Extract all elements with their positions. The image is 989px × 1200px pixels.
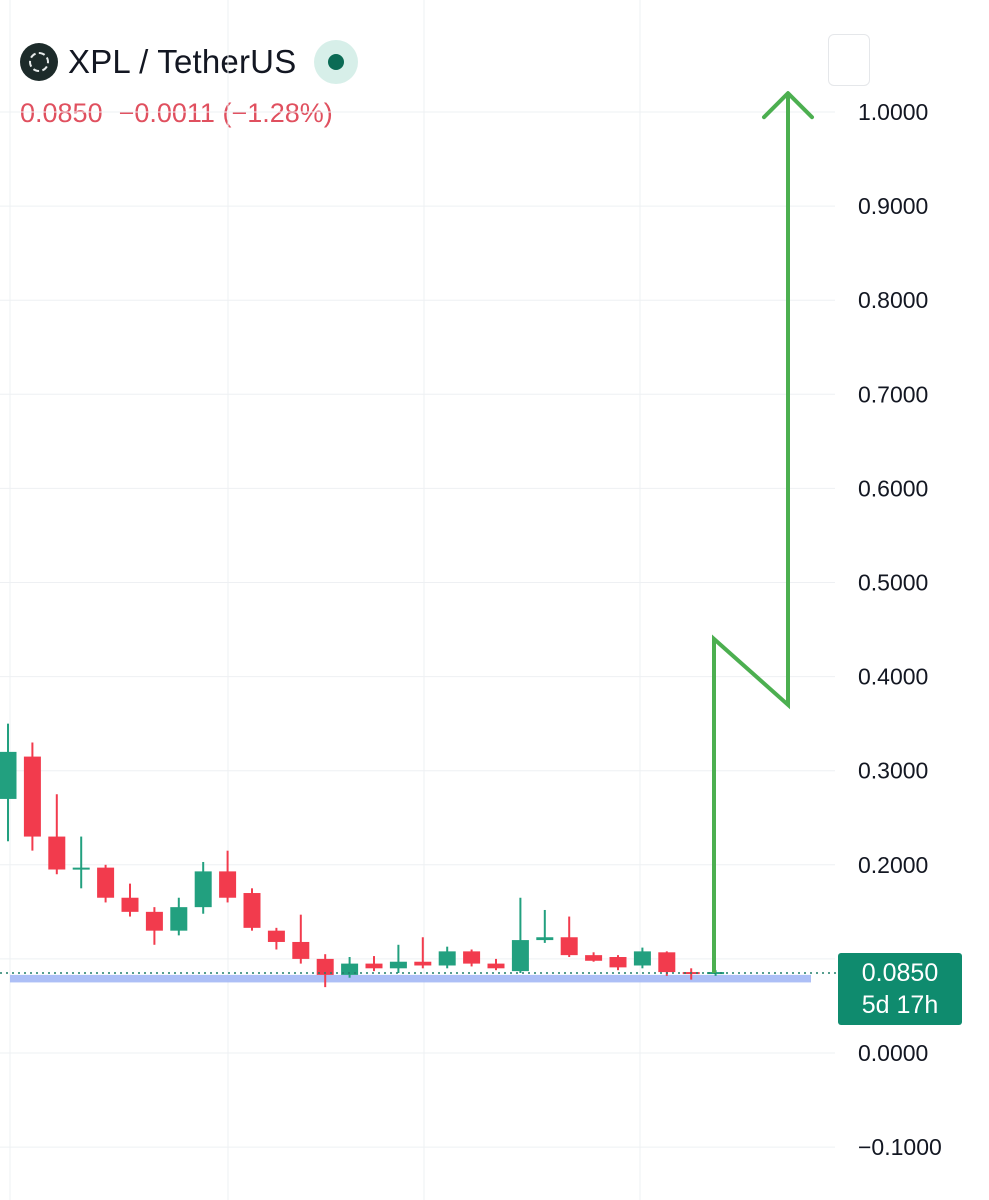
candle-up <box>536 937 554 941</box>
candle-down <box>609 957 627 968</box>
y-tick-label: 0.7000 <box>858 381 928 407</box>
candle-down <box>48 836 66 870</box>
candle-down <box>487 963 505 969</box>
current-price-tag: 0.0850 5d 17h <box>838 953 962 1025</box>
y-tick-label: 0.5000 <box>858 570 928 596</box>
candle-up <box>0 751 17 799</box>
candle-up <box>389 961 407 969</box>
grid-lines <box>0 0 835 1200</box>
price-axis[interactable]: 1.0000 0.9000 0.8000 0.7000 0.6000 0.5000 0.40… <box>858 99 942 1160</box>
y-tick-label: 0.6000 <box>858 475 928 501</box>
y-tick-label: 0.9000 <box>858 193 928 219</box>
candle-down <box>414 961 432 966</box>
support-band <box>10 974 811 983</box>
candle-up <box>511 940 529 972</box>
y-tick-label: −0.1000 <box>858 1134 942 1160</box>
last-price: 0.0850 <box>20 98 103 128</box>
candle-up <box>72 867 90 870</box>
candle-down <box>145 911 163 931</box>
candle-up <box>633 951 651 966</box>
candle-down <box>463 951 481 964</box>
symbol-header: XPL / TetherUS <box>20 40 359 84</box>
candle-up <box>341 963 359 975</box>
candle-down <box>267 930 285 942</box>
xpl-logo-icon <box>20 43 58 81</box>
support-band-rect <box>10 974 811 983</box>
y-tick-label: 0.0000 <box>858 1040 928 1066</box>
arrow-shaft <box>712 93 790 974</box>
y-tick-label: 0.4000 <box>858 664 928 690</box>
current-price-label: 0.0850 <box>861 959 939 987</box>
candles <box>0 723 725 988</box>
y-tick-label: 0.3000 <box>858 758 928 784</box>
market-status-icon[interactable] <box>314 40 359 84</box>
candle-down <box>316 958 334 975</box>
candle-down <box>97 867 115 898</box>
y-tick-label: 0.2000 <box>858 852 928 878</box>
y-tick-label: 0.8000 <box>858 287 928 313</box>
price-quote: 0.0850 −0.0011 (−1.28%) <box>20 98 333 129</box>
bar-countdown-label: 5d 17h <box>861 991 939 1019</box>
toolbar-box[interactable] <box>828 34 870 86</box>
candle-up <box>170 907 188 931</box>
candle-down <box>292 941 310 959</box>
candle-down <box>658 952 676 973</box>
candle-down <box>243 893 261 928</box>
candle-down <box>585 955 603 961</box>
price-change-percent: (−1.28%) <box>222 98 333 128</box>
symbol-title[interactable]: XPL / TetherUS <box>68 43 297 80</box>
candle-down <box>365 963 383 969</box>
candle-up <box>194 871 212 908</box>
price-change-group: −0.0011 (−1.28%) <box>119 98 333 129</box>
candle-down <box>219 871 237 898</box>
candle-up <box>438 951 456 966</box>
candle-down <box>23 756 41 837</box>
target-arrow <box>712 91 814 974</box>
candle-down <box>560 937 578 956</box>
candle-down <box>121 897 139 912</box>
arrow-head <box>762 91 814 120</box>
y-tick-label: 1.0000 <box>858 99 928 125</box>
price-change: −0.0011 <box>118 98 215 128</box>
